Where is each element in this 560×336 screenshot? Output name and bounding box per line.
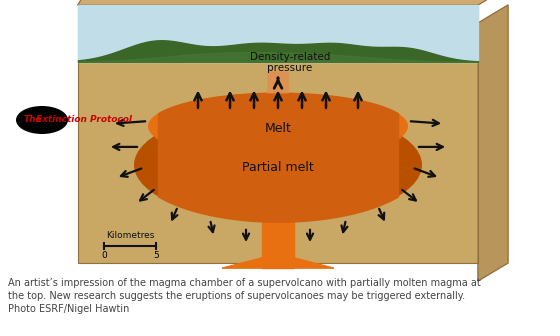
Text: the top. New research suggests the eruptions of supervolcanoes may be triggered : the top. New research suggests the erupt… xyxy=(8,291,465,301)
Polygon shape xyxy=(268,72,288,93)
Polygon shape xyxy=(78,0,508,5)
Ellipse shape xyxy=(148,93,408,160)
Polygon shape xyxy=(478,5,508,281)
Polygon shape xyxy=(78,5,478,62)
Text: Kilometres: Kilometres xyxy=(106,231,154,240)
Ellipse shape xyxy=(134,108,422,222)
Text: Photo ESRF/Nigel Hawtin: Photo ESRF/Nigel Hawtin xyxy=(8,304,129,314)
Text: An artist’s impression of the magma chamber of a supervolcano with partially mol: An artist’s impression of the magma cham… xyxy=(8,278,480,288)
Text: 0: 0 xyxy=(101,251,107,260)
Text: Partial melt: Partial melt xyxy=(242,161,314,174)
Polygon shape xyxy=(222,258,334,268)
Text: 5: 5 xyxy=(153,251,159,260)
Bar xyxy=(78,5,478,263)
Text: The: The xyxy=(24,116,43,125)
Polygon shape xyxy=(262,222,294,268)
Ellipse shape xyxy=(16,106,68,134)
Text: Extinction Protocol: Extinction Protocol xyxy=(36,116,132,125)
Text: Density-related
pressure: Density-related pressure xyxy=(250,52,330,73)
Text: Melt: Melt xyxy=(264,122,291,135)
